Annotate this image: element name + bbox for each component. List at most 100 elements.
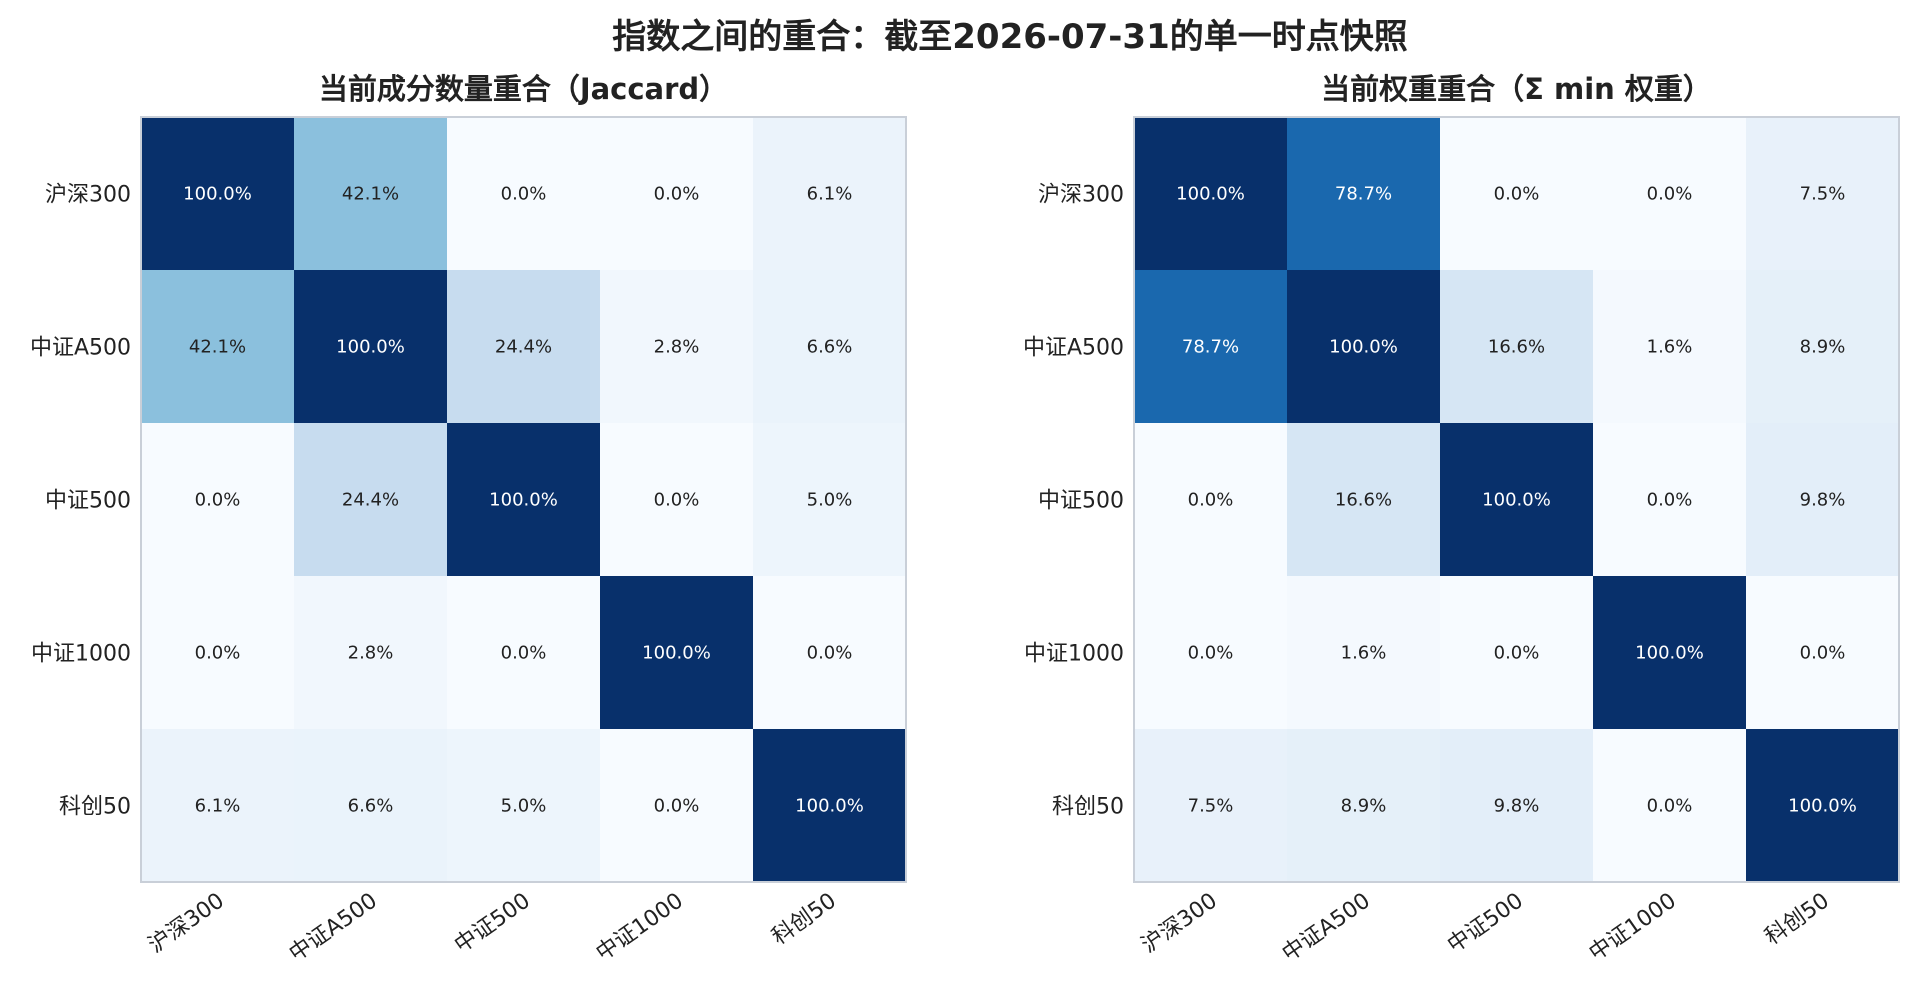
heatmap-cell xyxy=(1287,270,1440,423)
y-tick-label: 中证A500 xyxy=(1023,336,1124,361)
cell-value-label: 78.7% xyxy=(1182,337,1239,358)
cell-value-label: 0.0% xyxy=(1647,490,1693,511)
heatmap-cell xyxy=(294,576,447,729)
heatmap-cell xyxy=(753,270,906,423)
cell-value-label: 2.8% xyxy=(654,337,700,358)
heatmap-cell xyxy=(1746,117,1899,270)
cell-value-label: 8.9% xyxy=(1341,796,1387,817)
y-tick-label: 沪深300 xyxy=(45,183,131,208)
heatmap-cell xyxy=(600,729,753,882)
heatmap-cell xyxy=(1134,270,1287,423)
cell-value-label: 100.0% xyxy=(1788,796,1857,817)
heatmap-cell xyxy=(141,576,294,729)
heatmap-cell xyxy=(600,117,753,270)
heatmap-cell xyxy=(753,117,906,270)
heatmap-panel-jaccard: 当前成分数量重合（Jaccard） 100.0% 42.1% 0.0% 0.0% 6.1%… xyxy=(30,72,907,967)
x-tick-label: 科创50 xyxy=(768,888,841,950)
heatmap-cell xyxy=(1287,117,1440,270)
plot-frame xyxy=(140,116,907,883)
heatmap-cell xyxy=(753,423,906,576)
heatmap-cell xyxy=(1440,729,1593,882)
cell-value-label: 0.0% xyxy=(807,643,853,664)
y-tick-label: 中证1000 xyxy=(1024,642,1124,667)
cell-value-label: 100.0% xyxy=(489,490,558,511)
cell-value-label: 16.6% xyxy=(1335,490,1392,511)
cell-value-label: 0.0% xyxy=(654,490,700,511)
y-tick-label: 中证500 xyxy=(45,489,131,514)
cell-value-label: 7.5% xyxy=(1188,796,1234,817)
heatmap-cell xyxy=(1440,117,1593,270)
cell-value-label: 9.8% xyxy=(1800,490,1846,511)
heatmap-cell xyxy=(447,117,600,270)
y-tick-label: 沪深300 xyxy=(1038,183,1124,208)
cell-value-label: 0.0% xyxy=(501,184,547,205)
heatmap-cell xyxy=(600,423,753,576)
x-tick-label: 中证1000 xyxy=(592,888,688,966)
heatmap-cell xyxy=(753,576,906,729)
heatmap-cell xyxy=(1134,729,1287,882)
cell-value-label: 0.0% xyxy=(501,643,547,664)
heatmap-cell xyxy=(1593,117,1746,270)
heatmap-cell xyxy=(447,729,600,882)
cell-value-label: 9.8% xyxy=(1494,796,1540,817)
heatmap-cell xyxy=(1287,576,1440,729)
heatmap-cell xyxy=(1746,270,1899,423)
x-tick-label: 中证1000 xyxy=(1585,888,1681,966)
heatmap-cell xyxy=(600,576,753,729)
cell-value-label: 16.6% xyxy=(1488,337,1545,358)
cell-value-label: 0.0% xyxy=(1188,643,1234,664)
x-tick-label: 沪深300 xyxy=(144,888,229,958)
heatmap-cell xyxy=(600,270,753,423)
cell-value-label: 6.6% xyxy=(807,337,853,358)
cell-value-label: 6.6% xyxy=(348,796,394,817)
cell-value-label: 100.0% xyxy=(183,184,252,205)
heatmap-cell xyxy=(1593,270,1746,423)
heatmap-cell xyxy=(141,729,294,882)
heatmap-cell xyxy=(1593,423,1746,576)
cell-value-label: 78.7% xyxy=(1335,184,1392,205)
heatmap-cell xyxy=(1440,423,1593,576)
heatmap-cell xyxy=(1746,576,1899,729)
heatmap-cell xyxy=(141,270,294,423)
heatmap-cell xyxy=(1134,576,1287,729)
cell-value-label: 6.1% xyxy=(195,796,241,817)
cell-value-label: 100.0% xyxy=(336,337,405,358)
heatmap-panel-weight: 当前权重重合（Σ min 权重） 100.0% 78.7% 0.0% 0.0% 7.5% 7… xyxy=(1023,72,1900,967)
x-tick-label: 中证A500 xyxy=(1278,888,1375,966)
y-tick-label: 中证1000 xyxy=(31,642,131,667)
cell-value-label: 5.0% xyxy=(807,490,853,511)
heatmap-cell xyxy=(1746,423,1899,576)
heatmap-cell xyxy=(1593,729,1746,882)
cell-value-label: 100.0% xyxy=(795,796,864,817)
cell-value-label: 42.1% xyxy=(342,184,399,205)
cell-value-label: 0.0% xyxy=(1494,184,1540,205)
y-tick-label: 科创50 xyxy=(1052,795,1124,820)
cell-value-label: 1.6% xyxy=(1647,337,1693,358)
cell-value-label: 24.4% xyxy=(495,337,552,358)
cell-value-label: 0.0% xyxy=(1647,184,1693,205)
cell-value-label: 6.1% xyxy=(807,184,853,205)
x-tick-label: 中证500 xyxy=(1443,888,1528,958)
panel-title: 当前成分数量重合（Jaccard） xyxy=(319,72,728,106)
x-tick-label: 科创50 xyxy=(1761,888,1834,950)
heatmap-cell xyxy=(1440,576,1593,729)
y-tick-label: 科创50 xyxy=(59,795,131,820)
cell-value-label: 2.8% xyxy=(348,643,394,664)
x-tick-label: 沪深300 xyxy=(1137,888,1222,958)
cell-value-label: 8.9% xyxy=(1800,337,1846,358)
cell-value-label: 0.0% xyxy=(1800,643,1846,664)
x-tick-label: 中证A500 xyxy=(285,888,382,966)
cell-value-label: 100.0% xyxy=(1635,643,1704,664)
heatmap-cell xyxy=(1287,729,1440,882)
heatmap-cell xyxy=(294,423,447,576)
heatmap-cell xyxy=(753,729,906,882)
cell-value-label: 42.1% xyxy=(189,337,246,358)
heatmap-cell xyxy=(447,576,600,729)
heatmap-cell xyxy=(1134,117,1287,270)
cell-value-label: 100.0% xyxy=(1329,337,1398,358)
heatmap-cell xyxy=(447,270,600,423)
heatmap-cell xyxy=(294,729,447,882)
cell-value-label: 0.0% xyxy=(195,643,241,664)
cell-value-label: 24.4% xyxy=(342,490,399,511)
